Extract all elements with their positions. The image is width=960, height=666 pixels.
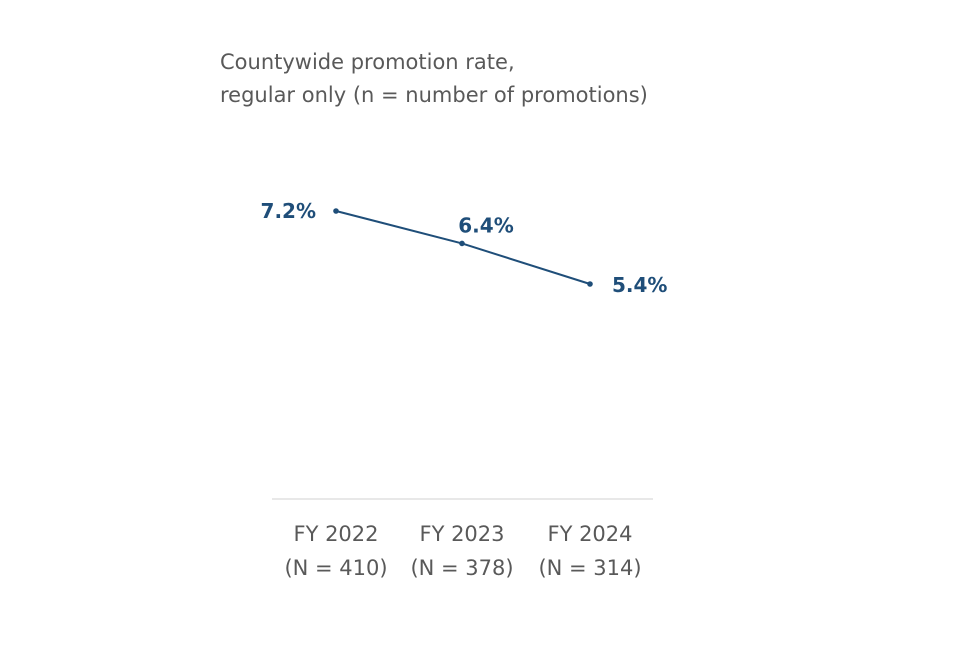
x-tick-label-2-line-2: (N = 378)	[410, 556, 513, 580]
x-tick-label-3-line-1: FY 2024	[547, 522, 632, 546]
data-point-3	[587, 281, 593, 287]
chart-title-line-2: regular only (n = number of promotions)	[220, 83, 648, 107]
x-tick-label-1-line-1: FY 2022	[293, 522, 378, 546]
data-point-1	[333, 208, 339, 214]
data-label-1: 7.2%	[261, 199, 316, 223]
data-label-2: 6.4%	[458, 213, 513, 237]
data-label-3: 5.4%	[612, 273, 667, 297]
data-point-2	[459, 240, 465, 247]
chart-title-line-1: Countywide promotion rate,	[220, 50, 515, 74]
x-tick-label-3-line-2: (N = 314)	[538, 556, 641, 580]
x-tick-label-1-line-2: (N = 410)	[284, 556, 387, 580]
x-tick-label-2-line-1: FY 2023	[419, 522, 504, 546]
